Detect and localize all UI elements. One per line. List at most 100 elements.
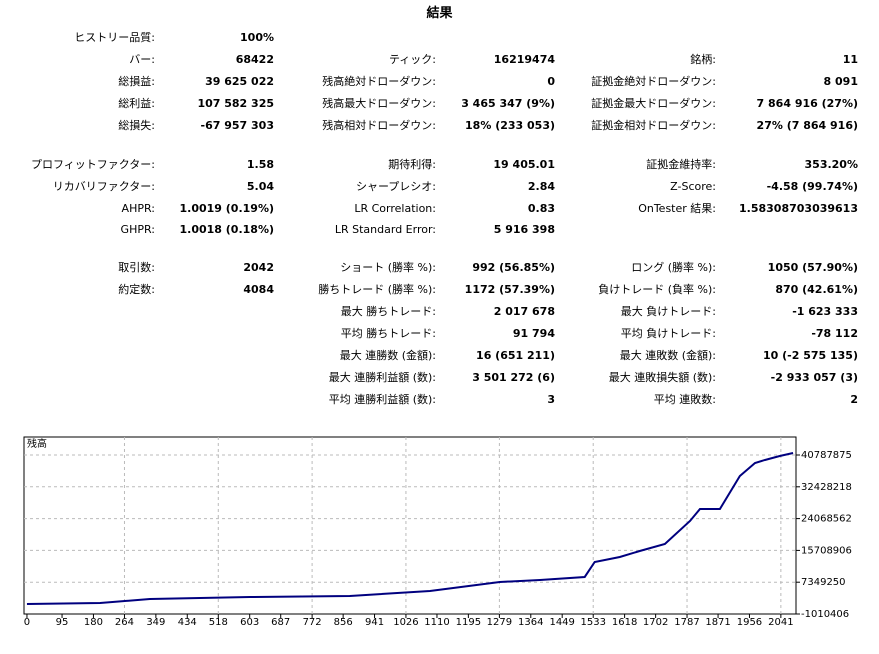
plot-area xyxy=(23,436,797,615)
stat-label: 最大 連勝利益額 (数): xyxy=(328,371,436,384)
report-title: 結果 xyxy=(426,6,453,21)
x-tick-label: 1956 xyxy=(737,617,762,628)
x-tick-label: 0 xyxy=(24,617,30,628)
x-tick-label: 180 xyxy=(84,617,103,628)
stat-label: 期待利得: xyxy=(388,158,436,171)
stat-label: 総利益: xyxy=(118,97,155,110)
stat-value: -67 957 303 xyxy=(200,119,274,132)
x-tick-label: 941 xyxy=(365,617,384,628)
stat-label: ティック: xyxy=(388,53,436,66)
stat-value: 1.58 xyxy=(246,158,274,171)
stat-value: 1.0018 (0.18%) xyxy=(179,223,275,236)
stat-label: 証拠金絶対ドローダウン: xyxy=(591,75,716,88)
stat-value: 5 916 398 xyxy=(493,223,555,236)
stat-value: 2 xyxy=(850,393,858,406)
x-tick-label: 349 xyxy=(146,617,165,628)
stat-value: 19 405.01 xyxy=(493,158,555,171)
x-tick-label: 264 xyxy=(115,617,134,628)
x-tick-label: 1449 xyxy=(549,617,574,628)
x-tick-label: 1279 xyxy=(487,617,512,628)
y-tick-label: -1010406 xyxy=(801,609,849,620)
stat-label: 銘柄: xyxy=(690,53,716,66)
stat-label: 勝ちトレード (勝率 %): xyxy=(318,283,436,296)
stat-label: Z-Score: xyxy=(670,180,716,193)
stat-value: 992 (56.85%) xyxy=(472,261,555,274)
stat-label: 平均 連勝利益額 (数): xyxy=(328,393,436,406)
stat-value: 18% (233 053) xyxy=(465,119,555,132)
stat-value: 3 xyxy=(547,393,555,406)
stat-value: 0.83 xyxy=(527,202,555,215)
x-tick-label: 1618 xyxy=(612,617,637,628)
stat-label: 最大 連敗数 (金額): xyxy=(619,349,716,362)
x-tick-label: 1702 xyxy=(643,617,668,628)
y-tick-label: 15708906 xyxy=(801,545,852,556)
stat-value: 68422 xyxy=(235,53,274,66)
stat-label: 証拠金最大ドローダウン: xyxy=(591,97,716,110)
stat-value: -2 933 057 (3) xyxy=(770,371,858,384)
stat-label: バー: xyxy=(129,53,155,66)
x-tick-label: 518 xyxy=(209,617,228,628)
stat-label: 残高絶対ドローダウン: xyxy=(322,75,436,88)
x-tick-label: 95 xyxy=(56,617,69,628)
y-tick-label: 40787875 xyxy=(801,450,852,461)
stat-label: GHPR: xyxy=(120,223,155,236)
stat-value: 27% (7 864 916) xyxy=(756,119,858,132)
stat-label: ショート (勝率 %): xyxy=(340,261,436,274)
x-tick-label: 1871 xyxy=(705,617,730,628)
stat-value: 3 501 272 (6) xyxy=(472,371,555,384)
stat-value: -4.58 (99.74%) xyxy=(766,180,858,193)
stat-label: 平均 負けトレード: xyxy=(620,327,716,340)
stat-value: 2 017 678 xyxy=(493,305,555,318)
stat-value: 7 864 916 (27%) xyxy=(756,97,858,110)
stat-value: 2.84 xyxy=(527,180,555,193)
y-tick-label: 24068562 xyxy=(801,514,852,525)
stat-label: 最大 勝ちトレード: xyxy=(340,305,436,318)
stat-value: 4084 xyxy=(243,283,274,296)
x-tick-label: 603 xyxy=(240,617,259,628)
stat-value: 1.58308703039613 xyxy=(739,202,858,215)
stat-value: 0 xyxy=(547,75,555,88)
stat-label: ロング (勝率 %): xyxy=(631,261,716,274)
stat-label: プロフィットファクター: xyxy=(30,158,155,171)
stat-label: 証拠金相対ドローダウン: xyxy=(591,119,716,132)
balance-line xyxy=(26,452,794,605)
stat-label: 平均 勝ちトレード: xyxy=(340,327,436,340)
stat-value: 39 625 022 xyxy=(205,75,274,88)
stat-label: OnTester 結果: xyxy=(638,202,716,215)
stat-value: 100% xyxy=(240,31,274,44)
x-tick-label: 856 xyxy=(334,617,353,628)
stat-value: -1 623 333 xyxy=(792,305,858,318)
y-tick-label: 32428218 xyxy=(801,482,852,493)
stat-label: リカバリファクター: xyxy=(52,180,155,193)
x-tick-label: 1195 xyxy=(456,617,481,628)
stat-value: 3 465 347 (9%) xyxy=(461,97,555,110)
stat-label: ヒストリー品質: xyxy=(74,31,155,44)
stat-value: 16219474 xyxy=(493,53,555,66)
stat-value: 10 (-2 575 135) xyxy=(763,349,858,362)
stat-label: シャープレシオ: xyxy=(355,180,436,193)
stat-label: 残高最大ドローダウン: xyxy=(322,97,436,110)
stat-value: 11 xyxy=(842,53,858,66)
stat-value: 91 794 xyxy=(512,327,555,340)
x-tick-label: 1026 xyxy=(393,617,418,628)
x-tick-label: 687 xyxy=(271,617,290,628)
stat-value: 870 (42.61%) xyxy=(775,283,858,296)
x-tick-label: 1110 xyxy=(424,617,449,628)
stat-value: 8 091 xyxy=(823,75,858,88)
stat-value: 107 582 325 xyxy=(197,97,274,110)
stat-label: 取引数: xyxy=(118,261,155,274)
stat-label: 総損益: xyxy=(118,75,155,88)
stat-value: 1172 (57.39%) xyxy=(464,283,555,296)
x-tick-label: 1364 xyxy=(518,617,543,628)
x-tick-label: 772 xyxy=(303,617,322,628)
stat-value: 1050 (57.90%) xyxy=(767,261,858,274)
stat-label: AHPR: xyxy=(121,202,155,215)
stat-label: 負けトレード (負率 %): xyxy=(598,283,716,296)
stat-label: 平均 連敗数: xyxy=(653,393,716,406)
stat-value: 353.20% xyxy=(804,158,858,171)
y-tick-label: 7349250 xyxy=(801,577,846,588)
stat-value: -78 112 xyxy=(811,327,858,340)
stat-label: LR Standard Error: xyxy=(334,223,436,236)
chart-label: 残高 xyxy=(27,437,47,450)
